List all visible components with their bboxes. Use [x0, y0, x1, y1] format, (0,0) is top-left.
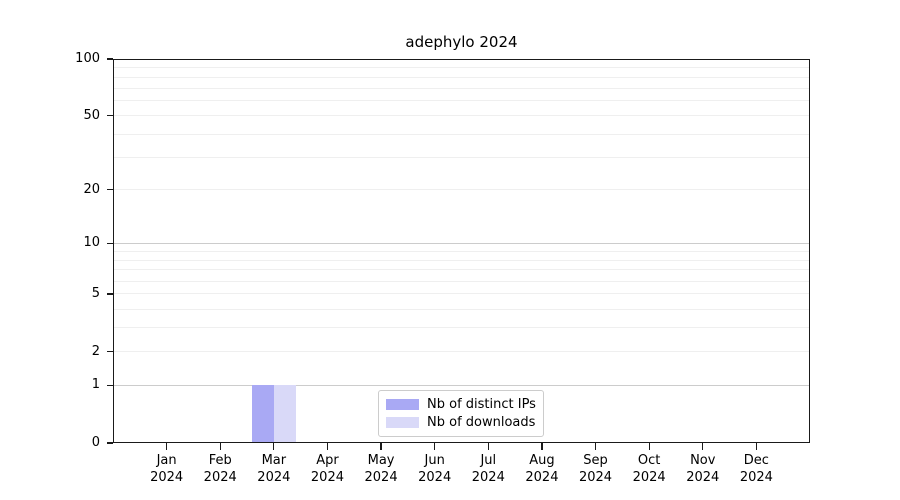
- legend-item-distinct-ips: Nb of distinct IPs: [386, 397, 536, 412]
- gridline-minor: [113, 259, 810, 261]
- legend-swatch-downloads-icon: [386, 417, 419, 428]
- x-tick-mark: [380, 443, 382, 450]
- legend-item-downloads: Nb of downloads: [386, 415, 536, 430]
- gridline-minor: [113, 280, 810, 282]
- x-tick-label: May 2024: [364, 453, 398, 485]
- legend: Nb of distinct IPs Nb of downloads: [378, 390, 544, 437]
- y-tick-mark: [107, 384, 113, 386]
- x-tick-mark: [541, 443, 543, 450]
- y-tick-mark: [107, 442, 113, 444]
- y-tick-label: 1: [91, 377, 100, 393]
- gridline-major: [113, 242, 810, 244]
- x-tick-mark: [755, 443, 757, 450]
- y-tick-mark: [107, 242, 113, 245]
- gridline-minor: [113, 189, 810, 191]
- gridline-minor: [113, 67, 810, 69]
- y-tick-label: 10: [83, 235, 100, 251]
- y-tick-label: 2: [91, 343, 100, 359]
- gridline-minor: [113, 156, 810, 158]
- gridline-major: [113, 384, 810, 386]
- legend-label-downloads: Nb of downloads: [427, 415, 536, 430]
- gridline-minor: [113, 351, 810, 353]
- x-tick-label: Aug 2024: [525, 453, 559, 485]
- y-tick-mark: [107, 350, 113, 353]
- y-tick-mark: [107, 293, 113, 295]
- x-tick-mark: [219, 443, 221, 450]
- y-tick-label: 5: [91, 285, 100, 301]
- x-tick-label: Feb 2024: [203, 453, 237, 485]
- gridline-minor: [113, 269, 810, 271]
- gridline-major: [113, 58, 810, 60]
- gridline-minor: [113, 133, 810, 135]
- gridline-minor: [113, 327, 810, 329]
- gridline-minor: [113, 76, 810, 78]
- legend-swatch-distinct-ips-icon: [386, 399, 419, 410]
- x-tick-label: Apr 2024: [310, 453, 344, 485]
- gridline-minor: [113, 250, 810, 252]
- y-tick-mark: [107, 189, 113, 191]
- x-tick-mark: [702, 443, 704, 450]
- gridline-minor: [113, 100, 810, 102]
- y-tick-mark: [107, 58, 113, 60]
- x-tick-mark: [166, 443, 168, 450]
- x-tick-label: Jun 2024: [418, 453, 452, 485]
- x-tick-mark: [594, 443, 597, 450]
- y-tick-label: 0: [91, 435, 100, 450]
- bar-distinct-ips: [251, 385, 274, 443]
- x-tick-mark: [273, 443, 275, 450]
- x-tick-label: Jul 2024: [471, 453, 505, 485]
- y-tick-label: 20: [83, 181, 100, 197]
- legend-label-distinct-ips: Nb of distinct IPs: [427, 397, 536, 412]
- y-tick-label: 50: [83, 107, 100, 123]
- x-tick-label: Nov 2024: [686, 453, 720, 485]
- x-tick-mark: [487, 443, 489, 450]
- gridline-minor: [113, 87, 810, 89]
- x-tick-label: Mar 2024: [257, 453, 291, 485]
- x-tick-mark: [326, 443, 329, 450]
- y-tick-label: 100: [75, 51, 100, 66]
- x-tick-mark: [434, 443, 436, 450]
- bar-downloads: [273, 385, 296, 443]
- x-tick-label: Jan 2024: [150, 453, 184, 485]
- x-tick-mark: [648, 443, 650, 450]
- x-tick-label: Oct 2024: [632, 453, 666, 485]
- gridline-minor: [113, 308, 810, 310]
- chart-title: adephylo 2024: [405, 33, 518, 51]
- gridline-minor: [113, 293, 810, 295]
- y-tick-mark: [107, 115, 113, 117]
- gridline-minor: [113, 115, 810, 117]
- x-tick-label: Sep 2024: [578, 453, 613, 485]
- x-tick-label: Dec 2024: [739, 453, 773, 485]
